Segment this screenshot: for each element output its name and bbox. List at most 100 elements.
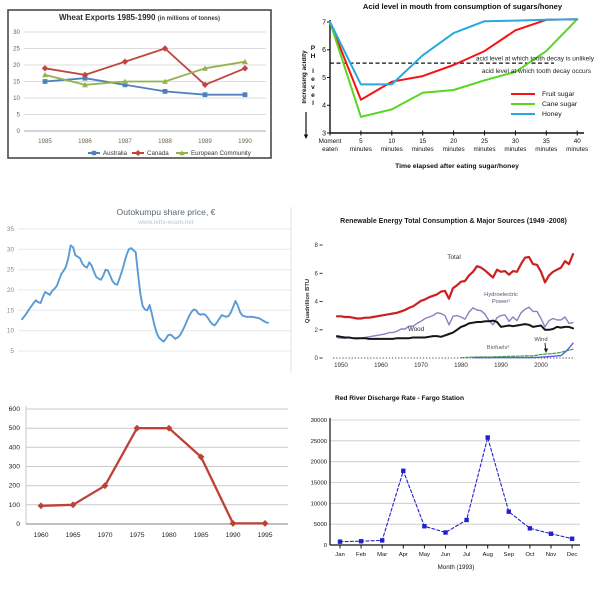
series-line-discharge	[339, 436, 573, 543]
axis-letter: P	[311, 45, 316, 52]
x-tick-label: minutes	[412, 146, 434, 153]
y-tick-label: 25000	[311, 439, 328, 445]
y-tick-label: 20	[7, 287, 15, 294]
x-tick-label: 1980	[161, 532, 176, 539]
axis-letter: H	[311, 53, 316, 60]
series-line-european-community	[44, 60, 246, 86]
x-tick-label: 10	[388, 138, 396, 145]
y-tick-label: 20	[13, 62, 20, 69]
marker-australia	[242, 92, 248, 98]
marker-discharge	[443, 530, 448, 535]
marker-discharge	[506, 509, 511, 514]
panel-red-river: Red River Discharge Rate - Fargo Station…	[302, 380, 605, 593]
x-tick-label: Aug	[482, 552, 492, 558]
legend-label-european-community: European Community	[191, 150, 252, 157]
x-tick-label: May	[419, 552, 430, 558]
marker-legend-canada	[135, 150, 141, 156]
y-tick-label: 35	[7, 226, 15, 233]
marker-australia	[42, 79, 48, 84]
x-tick-label: eaten	[322, 146, 338, 153]
series-line-wind	[472, 342, 574, 359]
y-tick-label: 4	[315, 299, 319, 306]
x-tick-label: 5	[359, 138, 363, 145]
annotation-quadrillion-btu: Quadrillion BTU	[305, 279, 311, 323]
wheat-exports-line-chart: 0 5 10 15 20 25 30 1985 1986 1987 1988 1989 1990 Aust…	[7, 9, 272, 159]
chart-frame	[7, 9, 272, 159]
y-tick-label: 30	[13, 29, 20, 36]
panel-untitled-red-series: 0 100 200 300 400 500 600 1960 1965 1970 1975 1980 1…	[0, 380, 302, 593]
marker-discharge	[527, 526, 533, 531]
y-tick-label: 10000	[311, 501, 328, 507]
marker-discharge	[464, 517, 469, 523]
marker-european-community	[162, 78, 168, 84]
y-tick-label: 600	[9, 406, 21, 413]
marker-australia	[82, 75, 88, 81]
y-tick-label: 4	[322, 103, 326, 110]
y-tick-label: 5	[17, 112, 21, 119]
x-tick-label: 1965	[65, 532, 80, 539]
x-tick-label: 1980	[454, 362, 468, 369]
y-tick-label: 10	[7, 328, 15, 335]
series-line-series	[39, 427, 267, 525]
annotation-power: Power¹	[492, 299, 510, 305]
marker-series	[69, 501, 77, 509]
legend-label-australia: Australia	[103, 150, 128, 157]
axis-letter: e	[311, 92, 315, 99]
marker-discharge	[337, 539, 343, 544]
marker-australia	[122, 82, 128, 88]
y-tick-label: 15	[13, 79, 20, 86]
annotation-wood: Wood	[408, 326, 425, 333]
marker-discharge	[548, 531, 554, 536]
series-line-cane-sugar	[329, 18, 579, 118]
x-tick-label: minutes	[504, 146, 526, 153]
y-tick-label: 0	[324, 543, 328, 549]
arrow-head-icon	[303, 134, 309, 139]
x-tick-label: 1970	[414, 362, 428, 369]
x-tick-label: 1960	[374, 362, 388, 369]
x-tick-label: minutes	[473, 146, 495, 153]
outokumpu-line-chart: 5 10 15 20 25 30 35	[7, 207, 292, 373]
annotation-month-1993: Month (1993)	[438, 564, 475, 571]
x-tick-label: 1960	[33, 532, 48, 539]
marker-canada	[41, 65, 49, 72]
y-tick-label: 6	[322, 47, 326, 54]
x-tick-label: 40	[574, 138, 582, 145]
marker-european-community	[242, 58, 248, 65]
x-tick-label: Feb	[356, 552, 367, 558]
marker-series	[229, 520, 237, 527]
y-tick-label: 7	[322, 19, 326, 26]
x-tick-label: Jul	[463, 552, 471, 558]
marker-european-community	[42, 72, 48, 78]
axis-letter: l	[312, 68, 314, 75]
x-tick-label: Oct	[525, 552, 535, 558]
marker-canada	[161, 45, 169, 52]
annotation-total: Total	[447, 254, 461, 261]
y-tick-label: 500	[9, 425, 21, 432]
y-tick-label: 5	[10, 348, 14, 355]
y-tick-label: 8	[315, 242, 319, 249]
x-tick-label: minutes	[535, 146, 557, 153]
y-tick-label: 0	[17, 128, 21, 135]
marker-series	[101, 482, 109, 490]
x-tick-label: 1987	[118, 138, 132, 145]
legend-label-canada: Canada	[147, 150, 169, 157]
marker-canada	[121, 58, 129, 65]
y-tick-label: 6	[315, 270, 319, 277]
y-tick-label: 20000	[311, 460, 328, 466]
y-tick-label: 2	[315, 327, 319, 334]
y-tick-label: 5000	[314, 522, 328, 528]
x-tick-label: 1985	[38, 138, 52, 145]
marker-australia	[162, 89, 168, 94]
annotation-wind: Wind	[534, 337, 547, 343]
x-tick-label: Nov	[546, 552, 557, 558]
x-tick-label: 1990	[238, 138, 252, 145]
marker-discharge	[569, 536, 575, 541]
acid-level-line-chart: 34567Momenteaten5minutes10minutes15minut…	[302, 18, 595, 170]
marker-canada	[201, 81, 209, 88]
y-tick-label: 0	[16, 521, 20, 528]
x-tick-label: Mar	[377, 552, 387, 558]
x-tick-label: minutes	[350, 146, 372, 153]
untitled-red-line-chart: 0 100 200 300 400 500 600 1960 1965 1970 1975 1980 1…	[9, 406, 288, 539]
x-tick-label: 15	[419, 138, 427, 145]
y-tick-label: 300	[9, 463, 21, 470]
